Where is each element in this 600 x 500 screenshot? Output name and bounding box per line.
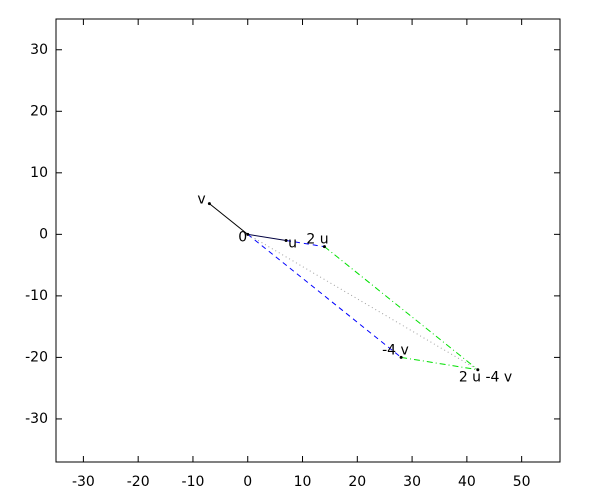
vector-segment: [209, 203, 249, 235]
x-tick-label: 20: [348, 474, 366, 490]
x-tick-label: -30: [72, 474, 95, 490]
vector-segment: [247, 233, 287, 241]
x-tick-label: 0: [243, 474, 252, 490]
vector-segment: [247, 233, 402, 358]
vector-tip: [322, 245, 326, 249]
vector-tip: [399, 355, 403, 359]
y-tick-label: 10: [30, 165, 48, 181]
plot-frame: [55, 18, 561, 463]
x-tick-label: 10: [294, 474, 312, 490]
vector-segment: [247, 233, 479, 371]
point-label: 2 u: [306, 232, 328, 248]
y-tick-label: -10: [25, 288, 48, 304]
vector-tip: [476, 368, 480, 372]
x-tick-label: 30: [403, 474, 421, 490]
vector-tip: [246, 232, 250, 236]
y-tick-label: 30: [30, 42, 48, 58]
vector-tip: [207, 202, 211, 206]
point-label: 2 u -4 v: [459, 370, 512, 386]
point-label: 0: [238, 229, 247, 245]
y-tick-label: 20: [30, 103, 48, 119]
y-tick-label: -30: [25, 411, 48, 427]
y-tick-label: 0: [39, 226, 48, 242]
x-tick-label: -20: [127, 474, 150, 490]
vector-tip: [284, 239, 288, 242]
point-label: u: [288, 236, 297, 252]
point-label: v: [197, 192, 205, 208]
vector-segment: [401, 356, 478, 371]
x-tick-label: -10: [182, 474, 205, 490]
point-label: -4 v: [382, 342, 409, 358]
x-tick-label: 50: [513, 474, 531, 490]
y-tick-label: -20: [25, 349, 48, 365]
vector-segment: [286, 240, 325, 248]
x-tick-label: 40: [458, 474, 476, 490]
